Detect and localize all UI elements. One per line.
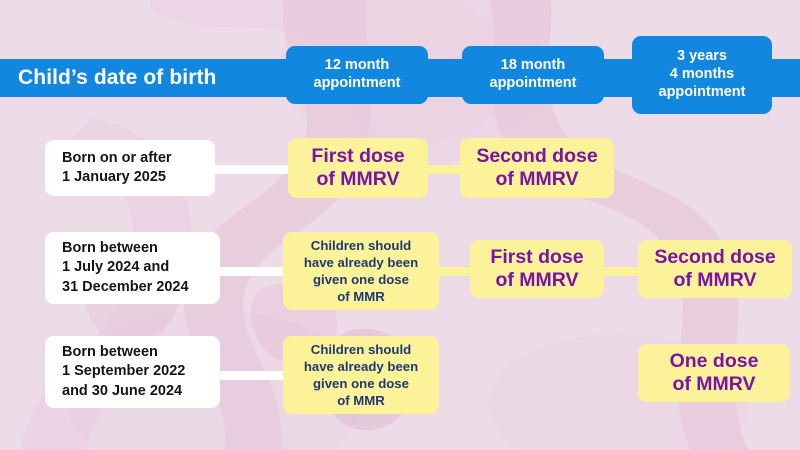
column-header-18-month-line2: appointment xyxy=(489,75,577,91)
connector-dob-to-note-row3 xyxy=(205,371,295,380)
column-header-18-month: 18 month appointment xyxy=(462,46,604,104)
table-row: Born between 1 July 2024 and 31 December… xyxy=(0,226,800,318)
page-title: Child’s date of birth xyxy=(18,58,278,98)
dob-card-row2: Born between 1 July 2024 and 31 December… xyxy=(45,232,220,304)
dob-row2-line2: 1 July 2024 and xyxy=(62,259,170,276)
dose-card-row2-18-month-line1: First dose xyxy=(490,246,584,268)
dob-row1-line2: 1 January 2025 xyxy=(62,169,166,185)
dob-row2-line1: Born between xyxy=(62,240,158,257)
note-card-row2-line3: given one dose xyxy=(312,272,409,287)
column-header-3y4m-line2: 4 months xyxy=(669,66,735,83)
dob-row3-line2: 1 September 2022 xyxy=(62,363,186,380)
note-card-row3-line3: given one dose xyxy=(312,376,409,391)
dob-row3-line1: Born between xyxy=(62,344,158,361)
connector-first-to-second-dose-row2 xyxy=(598,267,646,276)
note-card-row2-12-month: Children should have already been given … xyxy=(283,232,439,310)
dose-card-row1-12-month: First dose of MMRV xyxy=(288,138,428,198)
note-card-row3-12-month: Children should have already been given … xyxy=(283,336,439,414)
column-header-12-month-line1: 12 month xyxy=(324,57,390,74)
dob-row2-line3: 31 December 2024 xyxy=(62,278,189,295)
column-header-3-years-4-months: 3 years 4 months appointment xyxy=(632,36,772,114)
dose-card-row1-12-month-line1: First dose xyxy=(311,145,405,167)
dose-card-row2-18-month: First dose of MMRV xyxy=(470,240,604,298)
connector-note-to-first-dose-row2 xyxy=(430,267,478,276)
dose-card-row2-3y4m: Second dose of MMRV xyxy=(638,240,792,298)
dose-card-row1-12-month-line2: of MMRV xyxy=(316,168,400,190)
note-card-row3-line2: have already been xyxy=(303,358,419,374)
dob-row3-line3: and 30 June 2024 xyxy=(62,382,183,399)
dose-card-row1-18-month: Second dose of MMRV xyxy=(460,138,614,198)
dose-card-row2-18-month-line2: of MMRV xyxy=(495,269,579,291)
connector-first-to-second-dose-row1 xyxy=(418,165,478,174)
note-card-row2-line4: of MMR xyxy=(337,289,385,305)
table-row: Born between 1 September 2022 and 30 Jun… xyxy=(0,330,800,422)
page-title-text: Child’s date of birth xyxy=(18,66,217,89)
dose-card-row3-3y4m: One dose of MMRV xyxy=(638,344,790,402)
dob-row1-line1: Born on or after xyxy=(62,149,172,166)
dose-card-row3-3y4m-line2: of MMRV xyxy=(672,373,756,395)
note-card-row2-line2: have already been xyxy=(303,254,419,270)
dose-card-row3-3y4m-line1: One dose xyxy=(669,350,759,372)
dob-card-row3: Born between 1 September 2022 and 30 Jun… xyxy=(45,336,220,408)
column-header-3y4m-line1: 3 years xyxy=(677,48,727,65)
column-header-12-month: 12 month appointment xyxy=(286,46,428,104)
note-card-row3-line1: Children should xyxy=(310,341,412,357)
note-card-row2-line1: Children should xyxy=(310,237,412,253)
column-header-3y4m-line3: appointment xyxy=(658,83,746,100)
column-header-12-month-line2: appointment xyxy=(313,75,401,91)
connector-dob-to-first-dose-row1 xyxy=(205,165,305,174)
connector-dob-to-note-row2 xyxy=(205,267,295,276)
dose-card-row2-3y4m-line2: of MMRV xyxy=(673,269,757,291)
dose-card-row1-18-month-line2: of MMRV xyxy=(495,168,579,190)
note-card-row3-line4: of MMR xyxy=(337,393,385,409)
dose-card-row1-18-month-line1: Second dose xyxy=(476,145,598,167)
table-row: Born on or after 1 January 2025 First do… xyxy=(0,132,800,208)
column-header-18-month-line1: 18 month xyxy=(500,57,566,74)
dob-card-row1: Born on or after 1 January 2025 xyxy=(45,140,215,196)
dose-card-row2-3y4m-line1: Second dose xyxy=(654,246,776,268)
